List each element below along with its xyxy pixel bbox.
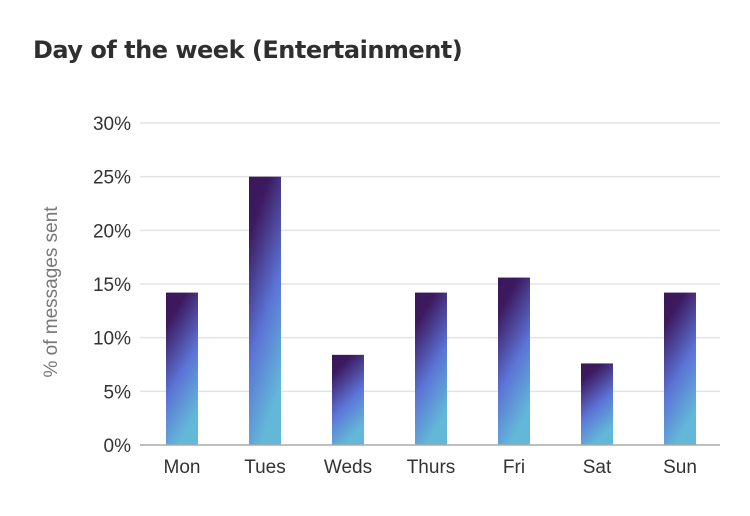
bar-sun (664, 292, 696, 445)
x-tick-label-fri: Fri (503, 457, 525, 478)
chart-title: Day of the week (Entertainment) (33, 36, 463, 64)
y-tick-label: 5% (104, 382, 132, 403)
bar-weds (332, 354, 364, 445)
y-tick-label: 20% (93, 221, 131, 242)
bar-mon (166, 292, 198, 445)
x-tick-label-thurs: Thurs (407, 457, 456, 478)
y-axis-title: % of messages sent (41, 206, 62, 378)
x-tick-label-mon: Mon (164, 457, 201, 478)
y-tick-label: 0% (104, 436, 132, 457)
x-tick-label-tues: Tues (244, 457, 286, 478)
x-tick-label-weds: Weds (324, 457, 372, 478)
x-tick-label-sat: Sat (583, 457, 612, 478)
bar-tues (249, 176, 281, 445)
bar-fri (498, 277, 530, 445)
y-tick-label: 15% (93, 275, 131, 296)
bars (166, 176, 696, 445)
y-tick-label: 25% (93, 168, 131, 189)
x-axis-tick-labels: Mon Tues Weds Thurs Fri Sat Sun (164, 457, 697, 478)
x-tick-label-sun: Sun (663, 457, 697, 478)
y-tick-label: 10% (93, 329, 131, 350)
bar-thurs (415, 292, 447, 445)
y-axis-tick-labels: 0% 5% 10% 15% 20% 25% 30% (93, 114, 131, 457)
bar-sat (581, 363, 613, 445)
y-tick-label: 30% (93, 114, 131, 135)
